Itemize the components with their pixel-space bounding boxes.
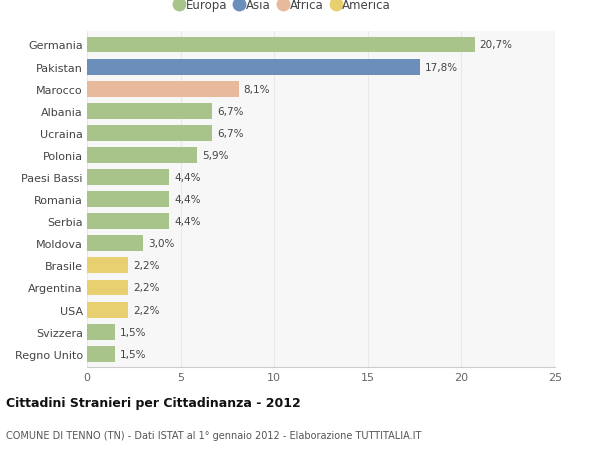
Text: 6,7%: 6,7% [217,106,244,117]
Bar [87,258,128,274]
Bar [87,104,212,119]
Text: 6,7%: 6,7% [217,129,244,139]
Text: 5,9%: 5,9% [202,151,229,161]
Bar [87,82,239,97]
Bar [87,302,128,318]
Bar [87,236,143,252]
Bar [87,60,420,75]
Text: 4,4%: 4,4% [174,195,200,205]
Legend: Europa, Asia, Africa, America: Europa, Asia, Africa, America [172,0,396,17]
Bar [87,192,169,207]
Bar [87,170,169,185]
Text: 1,5%: 1,5% [120,349,146,359]
Text: 17,8%: 17,8% [425,62,458,73]
Bar [87,38,475,53]
Bar [87,126,212,141]
Text: 2,2%: 2,2% [133,261,160,271]
Text: COMUNE DI TENNO (TN) - Dati ISTAT al 1° gennaio 2012 - Elaborazione TUTTITALIA.I: COMUNE DI TENNO (TN) - Dati ISTAT al 1° … [6,431,421,440]
Bar [87,324,115,340]
Text: 20,7%: 20,7% [479,40,512,50]
Bar [87,214,169,230]
Text: 2,2%: 2,2% [133,283,160,293]
Text: 4,4%: 4,4% [174,173,200,183]
Bar [87,148,197,163]
Text: Cittadini Stranieri per Cittadinanza - 2012: Cittadini Stranieri per Cittadinanza - 2… [6,396,301,409]
Bar [87,346,115,362]
Bar [87,280,128,296]
Text: 2,2%: 2,2% [133,305,160,315]
Text: 4,4%: 4,4% [174,217,200,227]
Text: 3,0%: 3,0% [148,239,174,249]
Text: 1,5%: 1,5% [120,327,146,337]
Text: 8,1%: 8,1% [244,84,270,95]
